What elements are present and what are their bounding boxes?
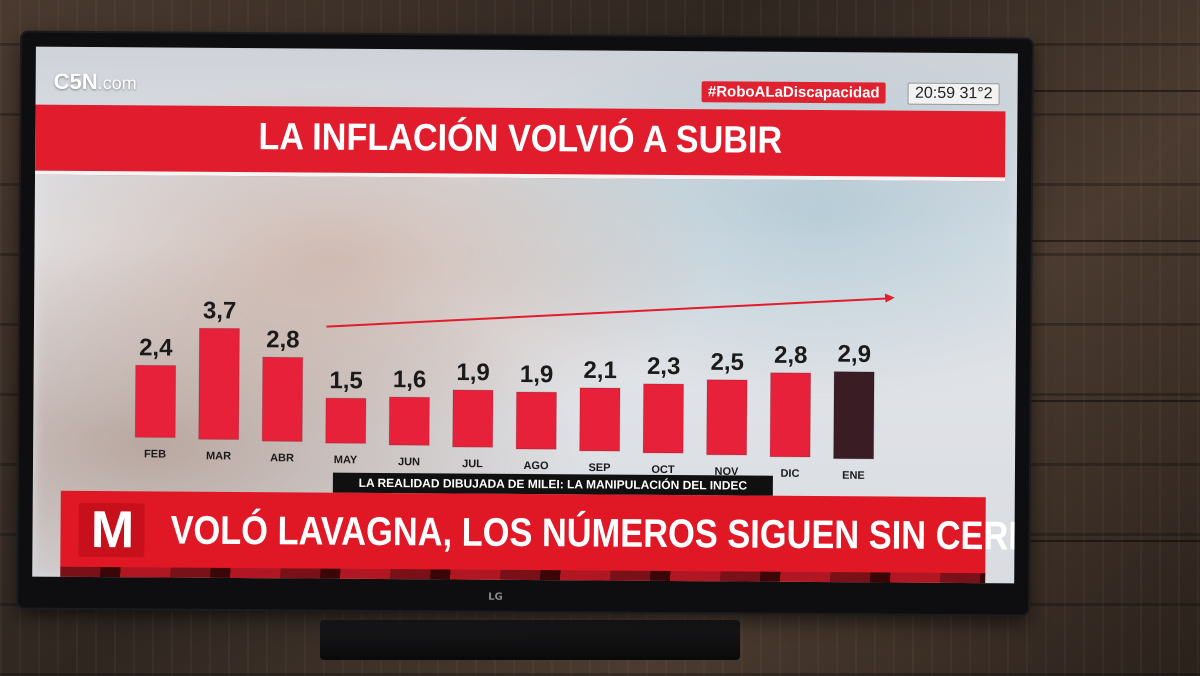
time-temperature-badge: 20:59 31°2	[907, 82, 1000, 106]
category-label-jun: JUN	[398, 456, 420, 468]
category-label-jul: JUL	[462, 458, 483, 470]
chart-title: LA INFLACIÓN VOLVIÓ A SUBIR	[258, 116, 783, 162]
trend-arrow-line	[326, 297, 887, 328]
value-label-ago: 1,9	[520, 361, 554, 388]
clock-temperature: 31°2	[959, 85, 993, 103]
channel-logo-text: C5N	[53, 68, 98, 95]
value-label-feb: 2,4	[139, 334, 173, 361]
wall-plank-line	[1020, 90, 1200, 92]
category-label-feb: FEB	[144, 448, 166, 460]
tv-screen: C5N.com #RoboALaDiscapacidad 20:59 31°2 …	[32, 46, 1018, 584]
category-label-ene: ENE	[842, 470, 865, 482]
wall-plank-line	[1020, 240, 1200, 242]
trend-arrow-head	[884, 293, 895, 303]
value-label-sep: 2,1	[583, 357, 617, 384]
value-label-nov: 2,5	[710, 349, 744, 376]
headline-bar: M VOLÓ LAVAGNA, LOS NÚMEROS SIGUEN SIN C…	[60, 490, 1018, 576]
value-label-jun: 1,6	[393, 366, 427, 393]
value-label-jul: 1,9	[456, 359, 490, 386]
category-label-oct: OCT	[651, 464, 675, 476]
category-label-mar: MAR	[206, 450, 231, 462]
bar-may	[325, 397, 367, 444]
headline-text: VOLÓ LAVAGNA, LOS NÚMEROS SIGUEN SIN CER…	[170, 508, 1018, 559]
value-label-may: 1,5	[329, 367, 363, 394]
channel-logo-suffix: .com	[97, 73, 137, 94]
chart-svg: 2,4 FEB 3,7 MAR 2,8 ABR 1,5 MAY 1,6 JUN 1,9 JUL 1,9 A…	[134, 293, 895, 482]
tv-brand-logo: LG	[488, 591, 503, 603]
tv-frame: C5N.com #RoboALaDiscapacidad 20:59 31°2 …	[18, 32, 1032, 615]
hashtag-badge: #RoboALaDiscapacidad	[701, 81, 886, 104]
value-label-mar: 3,7	[203, 297, 237, 324]
value-label-ene: 2,9	[838, 341, 872, 368]
category-label-may: MAY	[334, 454, 358, 466]
title-band: LA INFLACIÓN VOLVIÓ A SUBIR	[35, 104, 1006, 182]
wall-plank-line	[1020, 540, 1200, 542]
wall-plank-line	[1020, 400, 1200, 402]
channel-logo: C5N.com	[54, 69, 137, 96]
bar-ene	[833, 371, 875, 460]
bar-nov	[706, 379, 748, 456]
category-label-dic: DIC	[780, 468, 799, 480]
bar-oct	[642, 383, 685, 454]
value-label-dic: 2,8	[774, 342, 808, 369]
bar-ago	[515, 391, 558, 450]
value-label-oct: 2,3	[647, 353, 681, 380]
value-label-abr: 2,8	[266, 326, 300, 353]
program-logo: M	[78, 501, 145, 559]
bar-abr	[261, 356, 304, 442]
clock-time: 20:59	[914, 84, 956, 102]
tv-stand	[320, 620, 740, 660]
bar-dic	[769, 372, 812, 458]
inflation-bar-chart: 2,4 FEB 3,7 MAR 2,8 ABR 1,5 MAY 1,6 JUN 1,9 JUL 1,9 A…	[113, 187, 915, 483]
category-label-ago: AGO	[523, 460, 549, 472]
bar-sep	[579, 387, 621, 452]
category-label-sep: SEP	[588, 462, 610, 474]
bar-jul	[452, 389, 494, 448]
bar-feb	[134, 364, 177, 439]
bar-jun	[388, 396, 430, 446]
category-label-abr: ABR	[270, 452, 294, 464]
bar-mar	[198, 327, 240, 441]
